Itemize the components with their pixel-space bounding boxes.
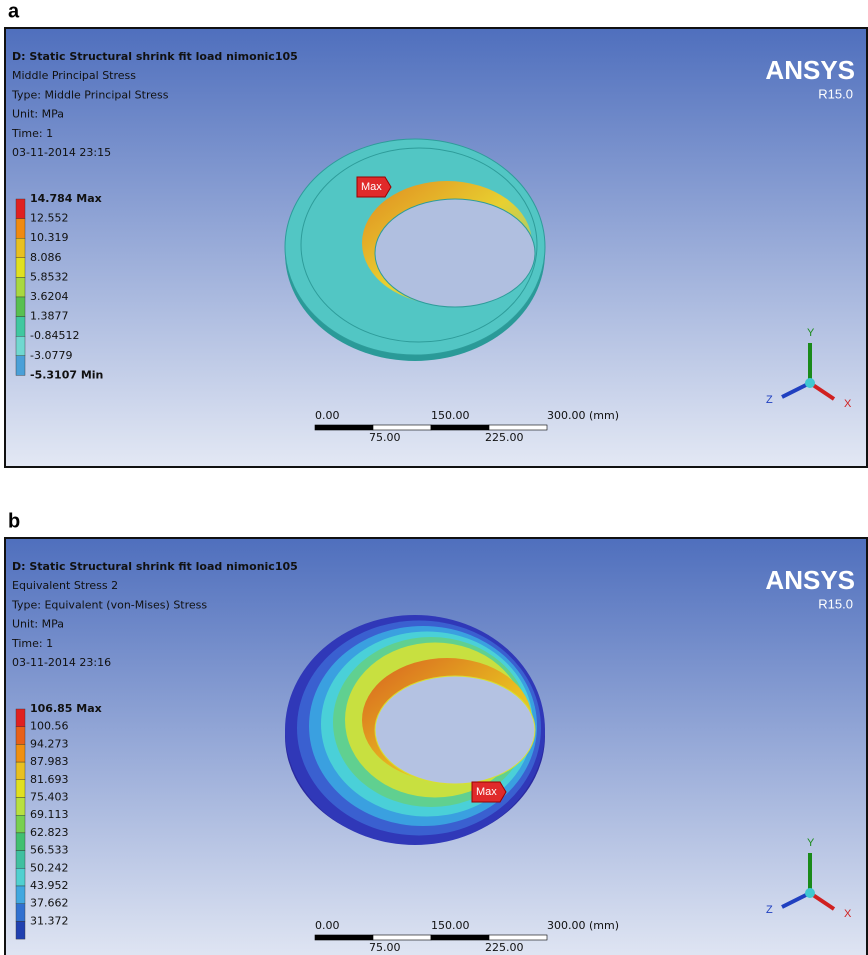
legend-swatch <box>16 727 25 745</box>
scale-segment <box>373 935 431 940</box>
scale-segment <box>373 425 431 430</box>
header-line: Unit: MPa <box>12 108 64 121</box>
axis-x-label: X <box>844 908 852 920</box>
legend-label: 37.662 <box>30 897 69 910</box>
legend-swatch <box>16 238 25 258</box>
version: R15.0 <box>818 86 853 101</box>
legend-swatch <box>16 219 25 239</box>
header-line: D: Static Structural shrink fit load nim… <box>12 50 298 63</box>
legend-swatch <box>16 815 25 833</box>
legend-swatch <box>16 868 25 886</box>
legend-label: 12.552 <box>30 212 69 225</box>
legend-swatch <box>16 886 25 904</box>
header-line: Type: Middle Principal Stress <box>11 88 169 101</box>
header-line: D: Static Structural shrink fit load nim… <box>12 560 298 573</box>
legend-swatch <box>16 709 25 727</box>
legend-label: 8.086 <box>30 251 62 264</box>
legend-label: 1.3877 <box>30 310 69 323</box>
scale-bottom-label: 225.00 <box>485 941 524 954</box>
figure: a D: Static Structural shrink fit load ni… <box>0 0 868 955</box>
scale-top-label: 150.00 <box>431 409 470 422</box>
scale-segment <box>315 935 373 940</box>
axis-origin <box>805 888 815 898</box>
axis-z-label: Z <box>766 904 773 916</box>
legend-swatch <box>16 921 25 939</box>
legend-swatch <box>16 780 25 798</box>
legend-label: 31.372 <box>30 914 69 927</box>
scale-segment <box>489 425 547 430</box>
legend-label: -5.3107 Min <box>30 368 103 381</box>
probe-label: Max <box>361 181 382 193</box>
legend-label: -3.0779 <box>30 349 72 362</box>
legend-swatch <box>16 258 25 278</box>
scale-bottom-label: 75.00 <box>369 431 401 444</box>
legend-label: 94.273 <box>30 737 69 750</box>
legend-label: 87.983 <box>30 755 69 768</box>
scale-bottom-label: 75.00 <box>369 941 401 954</box>
legend-swatch <box>16 762 25 780</box>
legend-swatch <box>16 798 25 816</box>
scale-top-label: 0.00 <box>315 409 340 422</box>
legend-label: 14.784 Max <box>30 192 102 205</box>
hole <box>375 676 535 784</box>
scale-top-label: 300.00 (mm) <box>547 919 619 932</box>
legend-swatch <box>16 199 25 219</box>
legend-label: -0.84512 <box>30 329 79 342</box>
legend-swatch <box>16 744 25 762</box>
legend-swatch <box>16 851 25 869</box>
panel-label: a <box>8 0 20 22</box>
legend-label: 69.113 <box>30 808 69 821</box>
brand: ANSYS <box>765 55 855 85</box>
legend-label: 10.319 <box>30 231 69 244</box>
scale-top-label: 300.00 (mm) <box>547 409 619 422</box>
header-line: Time: 1 <box>11 637 53 650</box>
probe-label: Max <box>476 786 497 798</box>
legend-label: 106.85 Max <box>30 702 102 715</box>
header-line: Time: 1 <box>11 127 53 140</box>
legend-label: 56.533 <box>30 844 69 857</box>
axis-y-label: Y <box>807 837 815 849</box>
legend-label: 43.952 <box>30 879 69 892</box>
scale-top-label: 0.00 <box>315 919 340 932</box>
legend-label: 100.56 <box>30 720 69 733</box>
axis-y-label: Y <box>807 327 815 339</box>
legend-swatch <box>16 297 25 317</box>
header-line: 03-11-2014 23:15 <box>12 146 111 159</box>
header-line: Middle Principal Stress <box>12 69 136 82</box>
legend-swatch <box>16 277 25 297</box>
scale-top-label: 150.00 <box>431 919 470 932</box>
scale-segment <box>315 425 373 430</box>
header-line: Type: Equivalent (von-Mises) Stress <box>11 598 207 611</box>
header-line: 03-11-2014 23:16 <box>12 656 111 669</box>
scale-segment <box>431 935 489 940</box>
ring <box>285 139 545 361</box>
ring <box>285 615 545 845</box>
hole <box>375 199 535 307</box>
scale-bottom-label: 225.00 <box>485 431 524 444</box>
axis-z-label: Z <box>766 394 773 406</box>
legend-swatch <box>16 356 25 376</box>
header-line: Unit: MPa <box>12 618 64 631</box>
legend-label: 62.823 <box>30 826 69 839</box>
legend-swatch <box>16 336 25 356</box>
brand: ANSYS <box>765 565 855 595</box>
scale-segment <box>431 425 489 430</box>
version: R15.0 <box>818 596 853 611</box>
axis-origin <box>805 378 815 388</box>
legend-label: 81.693 <box>30 773 69 786</box>
legend-swatch <box>16 833 25 851</box>
legend-label: 50.242 <box>30 861 69 874</box>
panel-label: b <box>8 510 20 532</box>
legend-swatch <box>16 904 25 922</box>
header-line: Equivalent Stress 2 <box>12 579 118 592</box>
legend-label: 3.6204 <box>30 290 69 303</box>
legend-swatch <box>16 317 25 337</box>
legend-label: 75.403 <box>30 791 69 804</box>
axis-x-label: X <box>844 398 852 410</box>
scale-segment <box>489 935 547 940</box>
legend-label: 5.8532 <box>30 270 69 283</box>
